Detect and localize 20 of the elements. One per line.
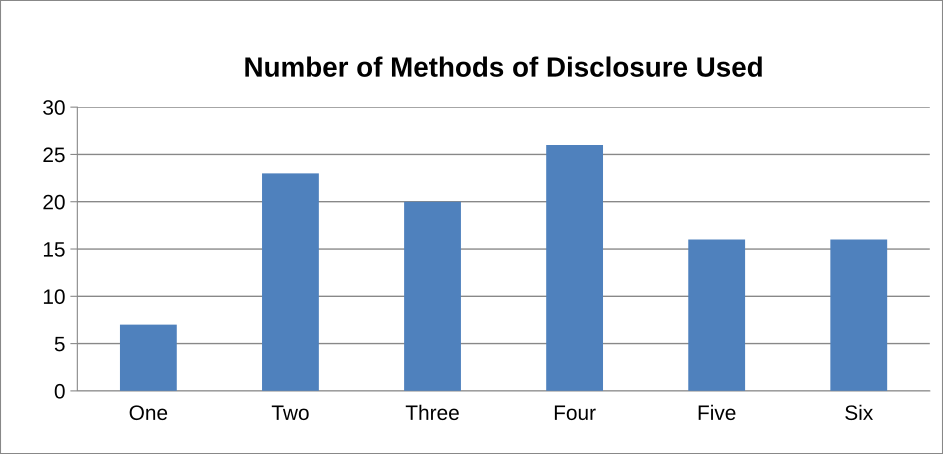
y-tick-label: 5 bbox=[54, 336, 65, 352]
y-tick-label: 20 bbox=[43, 194, 65, 210]
x-tick-label: One bbox=[130, 405, 168, 420]
chart-title: Number of Methods of Disclosure Used bbox=[245, 56, 762, 77]
x-tick-label: Two bbox=[272, 406, 309, 420]
bar bbox=[262, 173, 319, 391]
y-tick-label: 0 bbox=[54, 384, 65, 399]
x-tick-label: Six bbox=[845, 404, 874, 420]
bar bbox=[546, 144, 604, 391]
bar bbox=[404, 202, 461, 391]
x-tick-label: Five bbox=[698, 404, 736, 420]
y-tick-label: 15 bbox=[44, 242, 65, 257]
y-tick-label: 30 bbox=[43, 100, 65, 115]
bar bbox=[688, 240, 746, 391]
bar bbox=[120, 324, 177, 391]
x-tick-label: Four bbox=[554, 406, 596, 420]
y-tick-label: 10 bbox=[44, 289, 65, 304]
bar bbox=[830, 240, 888, 391]
y-tick-label: 25 bbox=[43, 147, 65, 162]
x-tick-label: Three bbox=[406, 404, 459, 420]
